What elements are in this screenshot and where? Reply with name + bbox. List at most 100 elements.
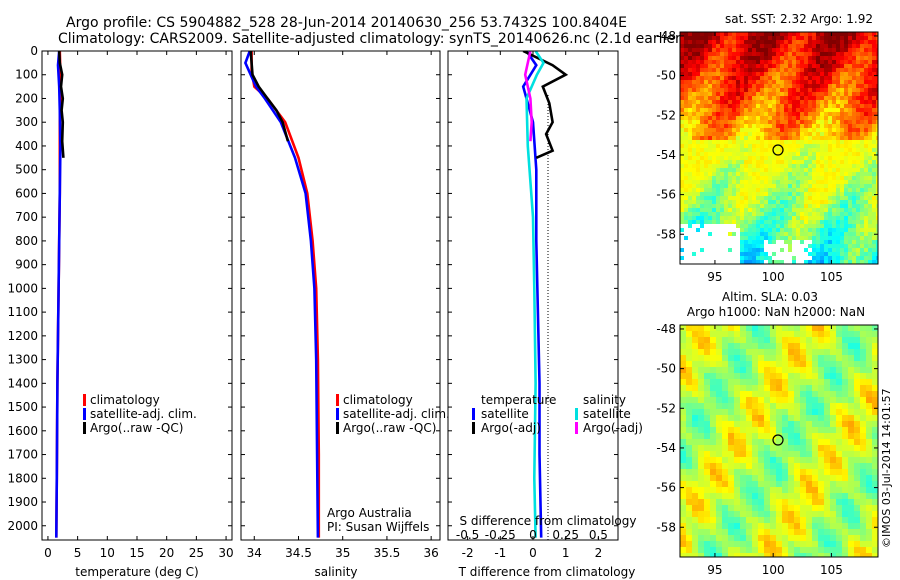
- sla-cell: [752, 505, 758, 511]
- sst-cell: [680, 120, 684, 124]
- sst-cell: [792, 216, 796, 220]
- sst-cell: [680, 212, 684, 216]
- sst-cell: [800, 76, 804, 80]
- sst-cell: [784, 128, 788, 132]
- sst-cell: [696, 72, 700, 76]
- sst-map-lat-label: -54: [656, 148, 676, 162]
- sla-cell: [752, 397, 758, 403]
- sla-cell: [860, 385, 866, 391]
- sst-cell: [728, 56, 732, 60]
- sst-cell: [820, 148, 824, 152]
- sst-cell: [716, 192, 720, 196]
- sst-cell: [872, 112, 876, 116]
- sst-cell: [704, 156, 708, 160]
- sst-cell: [792, 184, 796, 188]
- sst-cell: [876, 88, 878, 92]
- sla-cell: [710, 463, 716, 469]
- sla-cell: [758, 427, 764, 433]
- sst-cell: [780, 232, 784, 236]
- sst-cell: [844, 192, 848, 196]
- sst-cell: [744, 72, 748, 76]
- sst-cell: [752, 152, 756, 156]
- sst-cell: [864, 112, 868, 116]
- sst-cell: [804, 128, 808, 132]
- sst-cell: [876, 140, 878, 144]
- sst-cell: [824, 200, 828, 204]
- sst-cell: [728, 96, 732, 100]
- sst-cell: [792, 100, 796, 104]
- sla-map-lat-label: -54: [656, 441, 676, 455]
- sla-cell: [710, 331, 716, 337]
- sst-cell: [832, 76, 836, 80]
- sst-cell: [808, 108, 812, 112]
- sst-cell: [764, 228, 768, 232]
- sst-cell: [832, 204, 836, 208]
- sla-cell: [830, 349, 836, 355]
- sst-cell: [772, 188, 776, 192]
- sla-cell: [848, 361, 854, 367]
- sla-cell: [818, 439, 824, 445]
- sst-cell: [804, 96, 808, 100]
- sla-cell: [782, 457, 788, 463]
- sst-cell: [784, 92, 788, 96]
- sla-cell: [854, 343, 860, 349]
- sla-cell: [746, 385, 752, 391]
- sla-cell: [872, 499, 878, 505]
- sla-cell: [698, 523, 704, 529]
- sst-cell: [684, 108, 688, 112]
- sst-cell: [696, 32, 700, 36]
- sst-cell: [688, 80, 692, 84]
- sla-cell: [722, 337, 728, 343]
- sst-cell: [840, 96, 844, 100]
- sla-cell: [710, 439, 716, 445]
- sst-cell: [812, 164, 816, 168]
- sla-cell: [698, 481, 704, 487]
- sst-cell: [864, 140, 868, 144]
- sla-cell: [818, 475, 824, 481]
- sst-cell: [812, 92, 816, 96]
- sst-cell: [832, 180, 836, 184]
- sla-cell: [734, 481, 740, 487]
- sst-cell: [788, 232, 792, 236]
- sst-cell: [680, 64, 684, 68]
- sst-map-lat-label: -48: [656, 29, 676, 43]
- sst-cell: [684, 212, 688, 216]
- sst-cell: [740, 212, 744, 216]
- sla-cell: [794, 403, 800, 409]
- sla-cell: [686, 499, 692, 505]
- sla-cell: [842, 487, 848, 493]
- sst-cell: [852, 216, 856, 220]
- sst-cell: [700, 160, 704, 164]
- sst-cell: [796, 104, 800, 108]
- sst-cell: [804, 248, 808, 252]
- sst-cell: [816, 116, 820, 120]
- sst-cell: [744, 184, 748, 188]
- sst-cell: [844, 52, 848, 56]
- sst-cell: [720, 156, 724, 160]
- sst-cell: [684, 148, 688, 152]
- sst-cell: [820, 164, 824, 168]
- sla-cell: [782, 553, 788, 557]
- sst-cell: [792, 188, 796, 192]
- sst-cell: [776, 92, 780, 96]
- sst-cell: [856, 176, 860, 180]
- sst-cell: [828, 240, 832, 244]
- sst-cell: [844, 148, 848, 152]
- sst-cell: [700, 56, 704, 60]
- sst-cell: [756, 116, 760, 120]
- sla-cell: [842, 343, 848, 349]
- sla-cell: [794, 397, 800, 403]
- sst-cell: [720, 200, 724, 204]
- sst-cell: [772, 172, 776, 176]
- sla-cell: [686, 433, 692, 439]
- sst-cell: [716, 164, 720, 168]
- sst-cell: [768, 68, 772, 72]
- sst-cell: [868, 236, 872, 240]
- sst-map-lat-label: -56: [656, 188, 676, 202]
- sla-cell: [740, 547, 746, 553]
- sst-cell: [872, 124, 876, 128]
- sla-cell: [824, 439, 830, 445]
- sla-cell: [848, 517, 854, 523]
- sla-cell: [824, 415, 830, 421]
- sst-cell: [848, 116, 852, 120]
